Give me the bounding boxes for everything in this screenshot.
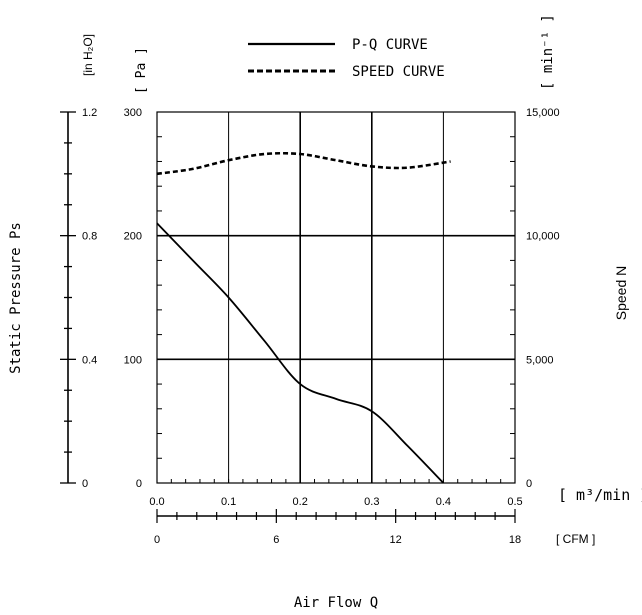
plot-frame [156,111,516,484]
y-left-axis-title: Static Pressure Ps [8,222,24,374]
x-secondary-tick-label: 12 [390,534,402,546]
axes-layer: 0.0 0.1 0.2 0.3 0.4 0.5 0 100 200 300 0 5,000 10,000… [60,107,560,546]
legend: P-Q CURVE SPEED CURVE [248,37,445,80]
y-right-tick-label: 10,000 [526,231,560,243]
y-left-secondary-unit: [in H₂O] [81,34,95,76]
y-left-secondary-tick-label: 0.8 [82,231,97,243]
y-left-tick-label: 300 [124,107,142,119]
x-secondary-unit: [ CFM ] [556,532,595,546]
y-left-secondary-tick-label: 0 [82,478,88,490]
y-right-tick-label: 0 [526,478,532,490]
plot-border [156,111,516,484]
y-left-tick-label: 100 [124,354,142,366]
x-secondary-tick-label: 18 [509,534,521,546]
speed-curve-line [156,151,451,176]
x-tick-label: 0.0 [149,496,164,508]
y-right-tick-label: 15,000 [526,107,560,119]
y-left-unit: [ Pa ] [134,47,149,94]
pq-curve-line [156,222,445,484]
y-right-tick-label: 5,000 [526,354,554,366]
y-left-secondary-tick-label: 0.4 [82,354,97,366]
x-tick-label: 0.2 [293,496,308,508]
x-unit: [ m³/min ] [558,486,642,504]
x-tick-label: 0.4 [436,496,451,508]
legend-label-speed: SPEED CURVE [352,64,445,80]
y-right-axis-title: Speed N [613,266,629,320]
x-tick-label: 0.3 [364,496,379,508]
y-left-tick-label: 200 [124,231,142,243]
x-axis-title: Air Flow Q [294,595,378,611]
x-tick-label: 0.5 [507,496,522,508]
x-tick-label: 0.1 [221,496,236,508]
y-left-secondary-tick-label: 1.2 [82,107,97,119]
grid [157,112,515,483]
series-layer [156,151,451,484]
y-left-tick-label: 0 [136,478,142,490]
x-secondary-tick-label: 6 [273,534,279,546]
x-secondary-tick-label: 0 [154,534,160,546]
y-right-unit: [ min⁻¹ ] [540,14,556,90]
legend-label-pq: P-Q CURVE [352,37,428,53]
